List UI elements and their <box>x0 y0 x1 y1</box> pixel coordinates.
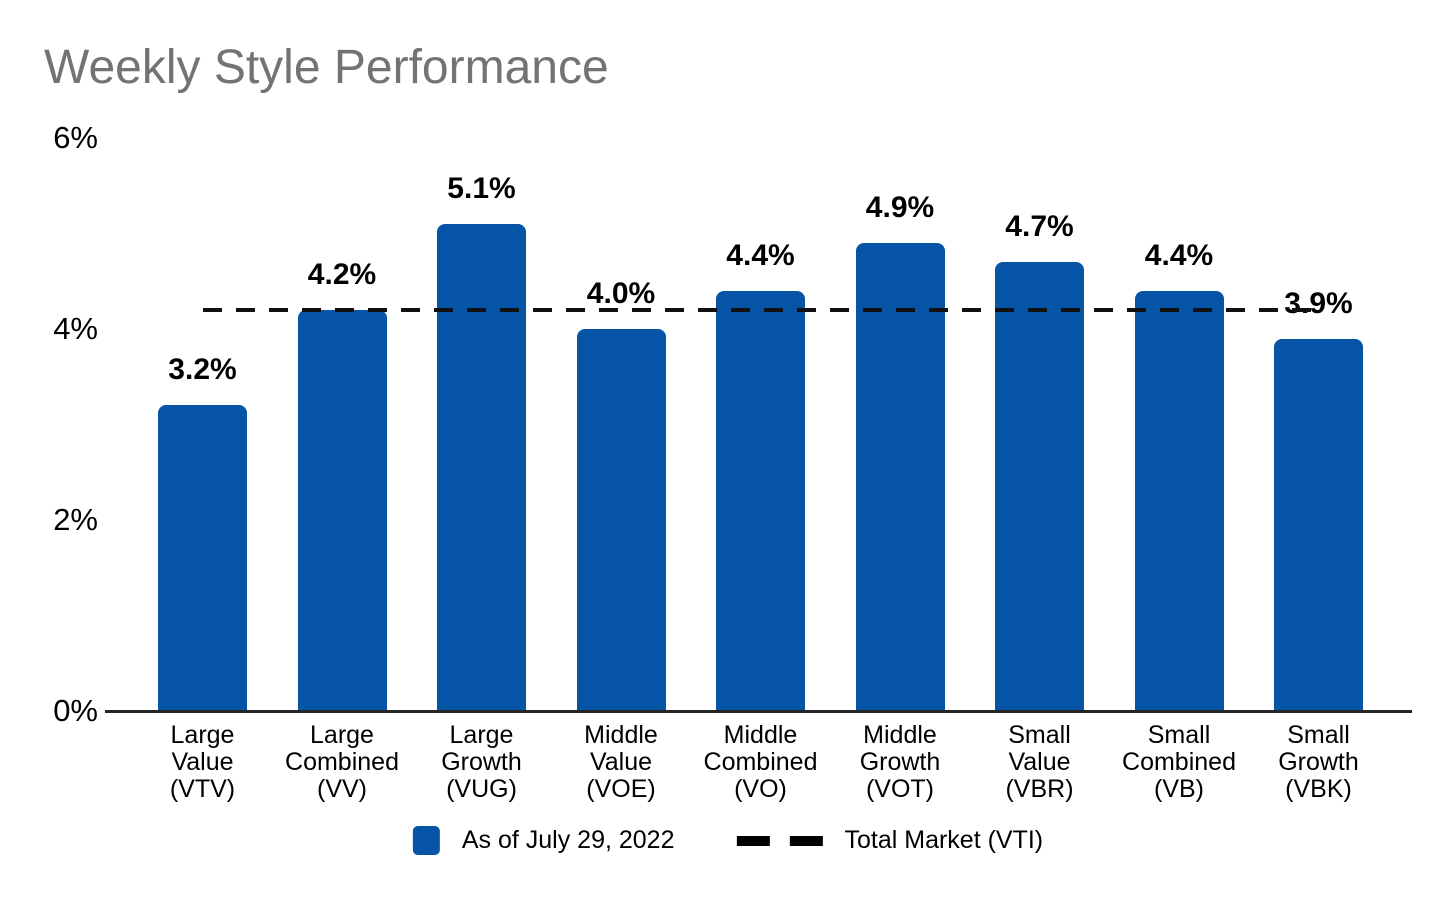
y-tick-label: 6% <box>53 120 98 155</box>
bar-small-growth-(vbk) <box>1274 338 1363 711</box>
bar-large-combined-(vv) <box>297 309 387 711</box>
bar-value-label: 4.2% <box>307 257 377 291</box>
y-tick-label: 4% <box>53 311 98 346</box>
bar-large-growth-(vug) <box>437 223 526 711</box>
bar-middle-growth-(vot) <box>855 243 945 711</box>
legend: As of July 29, 2022 Total Market (VTI) <box>412 826 1044 855</box>
x-tick-label: Middle Growth (VOT) <box>859 721 941 803</box>
bar-value-label: 4.7% <box>1005 210 1074 244</box>
bar-value-label: 4.0% <box>586 277 656 310</box>
bar-value-label: 3.9% <box>1284 286 1353 320</box>
x-tick-label: Large Value (VTV) <box>169 721 236 803</box>
bar-large-value-(vtv) <box>158 405 247 711</box>
bar-middle-value-(voe) <box>576 329 666 711</box>
x-tick-label: Small Growth (VBK) <box>1278 721 1359 803</box>
bar-small-value-(vbr) <box>995 262 1084 711</box>
x-tick-label: Large Growth (VUG) <box>441 721 522 803</box>
legend-series-label: As of July 29, 2022 <box>461 826 675 854</box>
bar-value-label: 4.9% <box>865 191 935 225</box>
y-tick-label: 2% <box>53 502 98 537</box>
total-market-reference-line <box>202 307 1319 312</box>
x-tick-label: Small Combined (VB) <box>1122 721 1236 803</box>
bar-value-label: 3.2% <box>168 353 237 387</box>
x-axis-line <box>105 710 1412 713</box>
x-tick-label: Middle Combined (VO) <box>703 721 818 803</box>
x-tick-label: Middle Value (VOE) <box>584 721 658 803</box>
bar-small-combined-(vb) <box>1134 290 1224 711</box>
x-tick-label: Small Value (VBR) <box>1005 721 1074 803</box>
legend-reference-label: Total Market (VTI) <box>844 826 1044 854</box>
bar-value-label: 4.4% <box>1144 238 1214 272</box>
y-tick-label: 0% <box>53 693 98 728</box>
x-tick-label: Large Combined (VV) <box>285 721 399 803</box>
chart-title: Weekly Style Performance <box>44 41 609 94</box>
legend-dashed-line-icon <box>736 835 823 846</box>
bar-value-label: 4.4% <box>726 238 795 272</box>
legend-bar-swatch-icon <box>412 826 440 855</box>
bar-middle-combined-(vo) <box>716 290 805 711</box>
bar-value-label: 5.1% <box>447 171 516 205</box>
